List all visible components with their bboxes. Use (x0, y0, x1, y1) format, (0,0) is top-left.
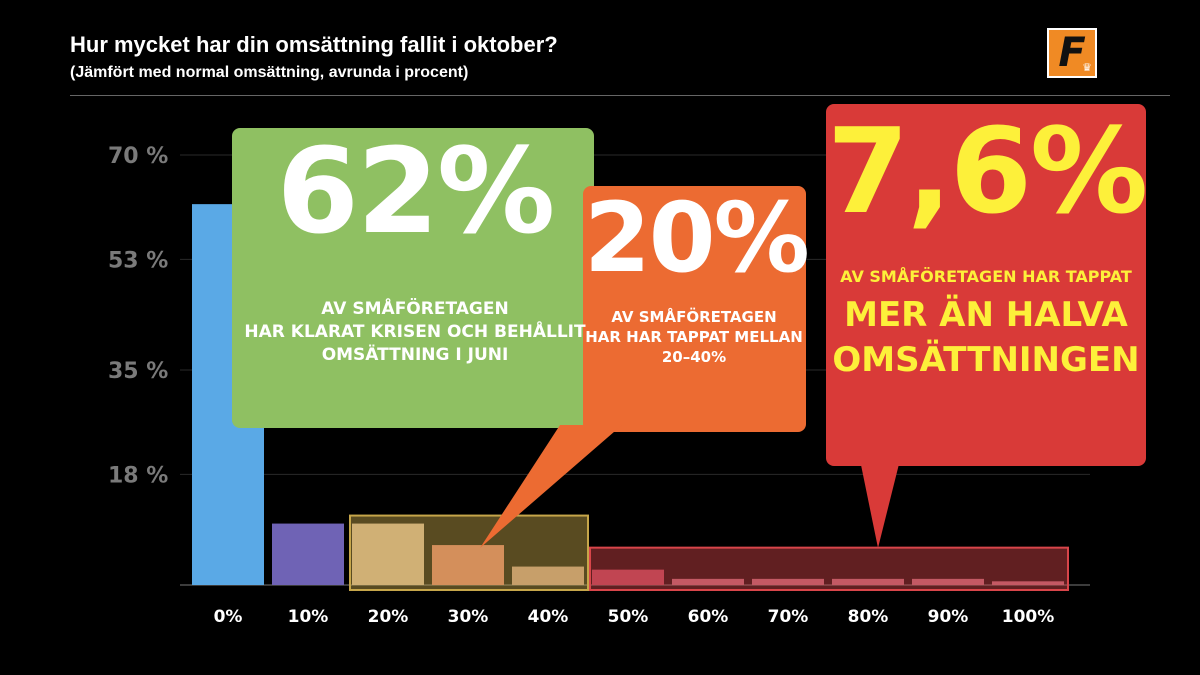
callout-orange-line: HAR HAR TAPPAT MELLAN (585, 328, 803, 347)
callout-red-pointer (860, 460, 900, 548)
header-divider (70, 95, 1170, 96)
bar (432, 545, 504, 585)
crown-icon: ♛ (1082, 61, 1092, 74)
callout-red-emphasis: MER ÄN HALVA (844, 295, 1128, 336)
group-highlight (349, 514, 589, 591)
x-tick-label: 30% (448, 607, 489, 627)
y-tick-label: 70 % (108, 144, 168, 169)
callout-red-line: AV SMÅFÖRETAGEN HAR TAPPAT (840, 266, 1132, 286)
logo-letter: F (1058, 30, 1086, 76)
callout-red-value: 7,6% (827, 102, 1148, 240)
callout-red-box (826, 104, 1146, 466)
bar (752, 578, 824, 585)
chart-subtitle: (Jämfört med normal omsättning, avrunda … (70, 64, 469, 81)
callout-orange-line: 20–40% (661, 348, 727, 367)
callout-orange-value: 20% (584, 182, 810, 294)
callout-green-line: OMSÄTTNING I JUNI (321, 344, 509, 365)
brand-logo: F ♛ (1047, 28, 1097, 78)
bar (672, 578, 744, 585)
x-tick-label: 90% (928, 607, 969, 627)
callout-red-emphasis: OMSÄTTNINGEN (832, 339, 1140, 380)
x-tick-label: 20% (368, 607, 409, 627)
callout-orange-box (583, 186, 806, 432)
callout-green-box (232, 128, 594, 428)
x-tick-label: 0% (214, 607, 243, 627)
bar (352, 523, 424, 585)
bar (592, 569, 664, 585)
group-highlight (589, 546, 1069, 592)
x-tick-label: 50% (608, 607, 649, 627)
x-tick-label: 10% (288, 607, 329, 627)
x-tick-label: 80% (848, 607, 889, 627)
y-tick-label: 18 % (108, 463, 168, 488)
chart-title: Hur mycket har din omsättning fallit i o… (70, 32, 558, 57)
callout-orange-text: 20% AV SMÅFÖRETAGEN HAR HAR TAPPAT MELLA… (584, 182, 810, 368)
callout-green-value: 62% (276, 122, 555, 260)
x-tick-label: 60% (688, 607, 729, 627)
bar (512, 566, 584, 585)
bar (992, 581, 1064, 585)
x-tick-label: 100% (1002, 607, 1055, 627)
x-tick-label: 40% (528, 607, 569, 627)
x-tick-label: 70% (768, 607, 809, 627)
callout-green-line: HAR KLARAT KRISEN OCH BEHÅLLIT (244, 321, 586, 342)
callout-orange-line: AV SMÅFÖRETAGEN (611, 307, 777, 326)
callout-red-text: 7,6% AV SMÅFÖRETAGEN HAR TAPPAT MER ÄN H… (827, 102, 1148, 382)
y-tick-label: 35 % (108, 359, 168, 384)
callout-green-text: 62% AV SMÅFÖRETAGEN HAR KLARAT KRISEN OC… (240, 122, 590, 367)
bar (272, 523, 344, 585)
y-tick-label: 53 % (108, 248, 168, 273)
callout-orange-pointer (480, 425, 622, 548)
bar (912, 578, 984, 585)
callout-green-line: AV SMÅFÖRETAGEN (321, 298, 509, 319)
bar (832, 578, 904, 585)
